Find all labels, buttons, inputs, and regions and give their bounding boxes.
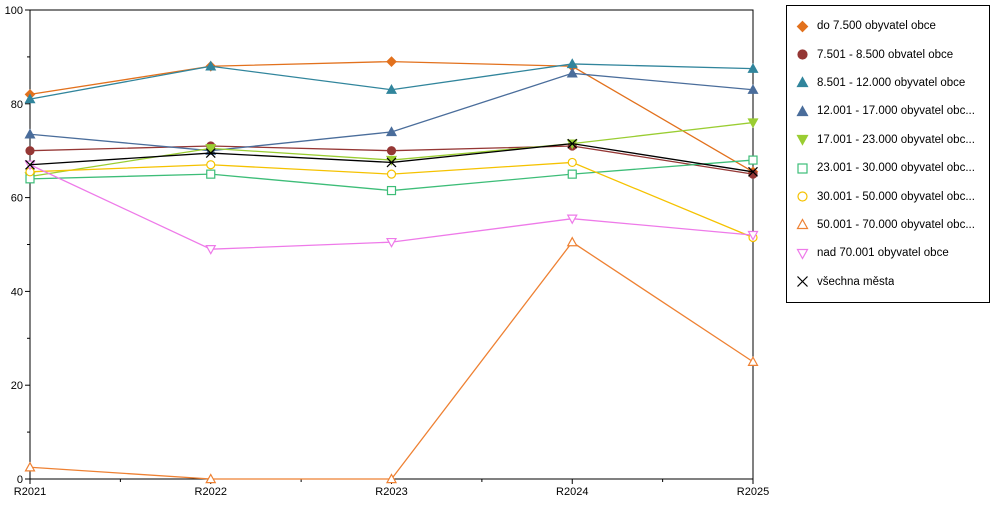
legend-item-2: 8.501 - 12.000 obyvatel obce [795, 69, 983, 97]
x-tick-label: R2021 [14, 486, 46, 498]
legend-item-9: všechna města [795, 268, 983, 296]
legend-marker-triangle-up-icon [796, 218, 809, 230]
marker-triangle-down-icon [205, 244, 217, 255]
marker-triangle-down-icon [747, 230, 759, 241]
marker-triangle-up-icon [24, 128, 36, 139]
legend-item-6: 30.001 - 50.000 obyvatel obc... [795, 182, 983, 210]
marker-triangle-up-icon [205, 60, 217, 71]
marker-triangle-down-icon [385, 237, 398, 248]
legend-item-8: nad 70.001 obyvatel obce [795, 239, 983, 267]
legend-marker-circle-icon [797, 191, 808, 202]
marker-circle-icon [567, 157, 577, 168]
legend-label: 8.501 - 12.000 obyvatel obce [817, 76, 966, 89]
legend-item-7: 50.001 - 70.000 obyvatel obc... [795, 211, 983, 239]
legend-marker-triangle-down-icon [796, 135, 809, 146]
y-tick-label: 20 [11, 380, 23, 392]
legend-marker-x-icon [797, 276, 808, 288]
marker-circle-icon [386, 146, 397, 156]
legend-label: 30.001 - 50.000 obyvatel obc... [817, 190, 975, 203]
marker-circle-icon [797, 49, 808, 60]
y-tick-label: 100 [5, 5, 23, 17]
marker-triangle-down-icon [796, 248, 809, 260]
legend-label: do 7.500 obyvatel obce [817, 20, 936, 33]
marker-x-icon [386, 157, 397, 168]
legend-marker-circle-icon [797, 49, 808, 60]
marker-triangle-down-icon [566, 214, 578, 225]
marker-triangle-up-icon [385, 473, 398, 484]
legend-label: 23.001 - 30.000 obyvatel obc... [817, 162, 975, 175]
marker-triangle-up-icon [205, 473, 217, 484]
y-tick-label: 0 [17, 474, 23, 486]
y-tick-label: 40 [11, 286, 23, 298]
legend-item-1: 7.501 - 8.500 obvatel obce [795, 40, 983, 68]
marker-x-icon [797, 276, 808, 288]
marker-triangle-up-icon [24, 461, 36, 472]
marker-triangle-up-icon [747, 62, 759, 73]
marker-circle-icon [386, 169, 397, 179]
x-tick-label: R2023 [375, 486, 407, 498]
marker-square-icon [386, 185, 397, 196]
y-tick-label: 60 [11, 193, 23, 205]
marker-x-icon [25, 159, 35, 170]
legend-label: 12.001 - 17.000 obyvatel obc... [817, 105, 975, 118]
legend-item-0: do 7.500 obyvatel obce [795, 12, 983, 40]
legend-label: 50.001 - 70.000 obyvatel obc... [817, 218, 975, 231]
marker-x-icon [748, 166, 758, 177]
marker-triangle-up-icon [385, 126, 398, 137]
legend-label: všechna města [817, 275, 895, 288]
legend-label: 17.001 - 23.000 obyvatel obc... [817, 133, 975, 146]
legend-marker-triangle-down-icon [796, 248, 809, 260]
marker-triangle-down-icon [385, 155, 398, 166]
marker-x-icon [205, 148, 216, 158]
legend-marker-square-icon [797, 163, 808, 174]
legend-label: nad 70.001 obyvatel obce [817, 247, 949, 260]
marker-triangle-down-icon [747, 118, 759, 129]
marker-triangle-up-icon [796, 218, 809, 230]
marker-circle-icon [206, 160, 216, 170]
marker-circle-icon [797, 191, 808, 202]
marker-square-icon [206, 169, 216, 179]
legend-marker-triangle-up-icon [796, 105, 809, 116]
marker-triangle-up-icon [566, 236, 578, 247]
series-line-7 [29, 241, 754, 480]
chart-legend: do 7.500 obyvatel obce 7.501 - 8.500 obva… [786, 5, 990, 303]
legend-label: 7.501 - 8.500 obvatel obce [817, 48, 954, 61]
legend-item-5: 23.001 - 30.000 obyvatel obc... [795, 154, 983, 182]
y-tick-label: 80 [11, 99, 23, 111]
marker-triangle-up-icon [566, 67, 578, 78]
marker-triangle-down-icon [796, 135, 809, 146]
marker-triangle-up-icon [566, 58, 578, 69]
marker-triangle-up-icon [796, 105, 809, 116]
marker-triangle-up-icon [747, 356, 759, 366]
x-tick-label: R2024 [556, 486, 588, 498]
marker-square-icon [748, 155, 758, 165]
marker-triangle-up-icon [796, 76, 809, 88]
marker-square-icon [567, 169, 577, 179]
marker-x-icon [567, 138, 578, 149]
marker-triangle-up-icon [385, 83, 398, 94]
legend-marker-diamond-icon [796, 20, 809, 33]
marker-square-icon [797, 163, 808, 174]
marker-triangle-down-icon [205, 144, 217, 155]
x-tick-label: R2025 [737, 486, 769, 498]
legend-item-4: 17.001 - 23.000 obyvatel obc... [795, 126, 983, 154]
marker-triangle-up-icon [747, 83, 759, 94]
legend-marker-triangle-up-icon [796, 76, 809, 88]
marker-circle-icon [25, 146, 35, 156]
marker-triangle-up-icon [24, 93, 36, 104]
x-tick-label: R2022 [195, 486, 227, 498]
legend-item-3: 12.001 - 17.000 obyvatel obc... [795, 97, 983, 125]
marker-diamond-icon [796, 20, 809, 33]
marker-diamond-icon [386, 56, 397, 67]
